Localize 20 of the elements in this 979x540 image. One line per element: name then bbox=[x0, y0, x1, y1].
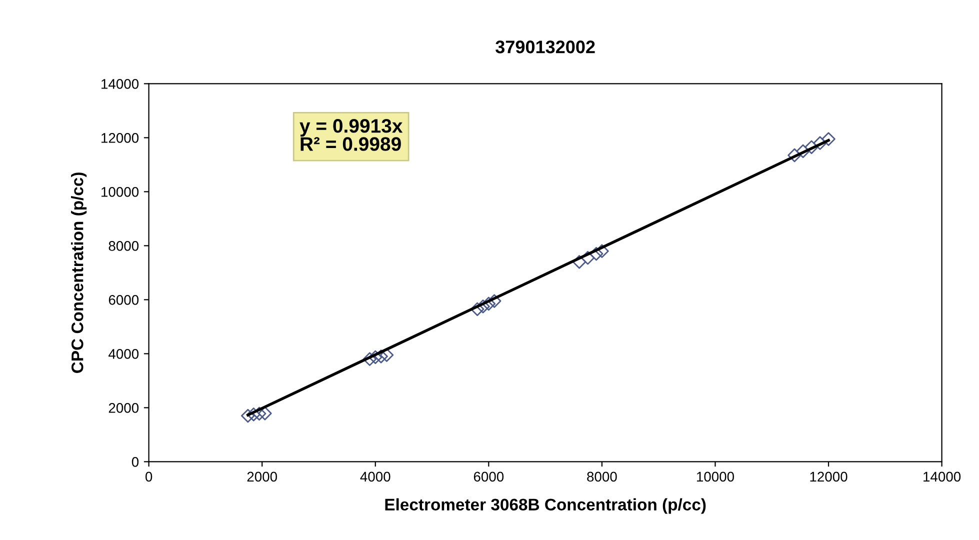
y-tick-label: 14000 bbox=[102, 79, 139, 89]
x-tick-label: 14000 bbox=[924, 472, 961, 482]
y-tick-label: 4000 bbox=[108, 349, 139, 359]
chart-title: 3790132002 bbox=[496, 40, 595, 54]
y-tick-label: 8000 bbox=[108, 241, 139, 251]
x-tick-label: 12000 bbox=[810, 472, 848, 482]
x-tick-label: 8000 bbox=[587, 472, 617, 482]
x-tick-label: 0 bbox=[145, 472, 152, 482]
y-tick-label: 0 bbox=[132, 457, 139, 467]
annotation: y = 0.9913x R² = 0.9989 bbox=[300, 119, 403, 151]
x-axis-title: Electrometer 3068B Concentration (p/cc) bbox=[385, 498, 706, 514]
x-tick-label: 10000 bbox=[696, 472, 734, 482]
y-tick-label: 6000 bbox=[108, 295, 139, 305]
x-tick-label: 6000 bbox=[474, 472, 504, 482]
y-tick-label: 12000 bbox=[102, 133, 139, 143]
y-tick-label: 10000 bbox=[102, 187, 139, 197]
x-tick-label: 4000 bbox=[360, 472, 390, 482]
x-tick-label: 2000 bbox=[247, 472, 277, 482]
y-tick-label: 2000 bbox=[108, 403, 139, 413]
y-axis-title: CPC Concentration (p/cc) bbox=[71, 172, 87, 373]
